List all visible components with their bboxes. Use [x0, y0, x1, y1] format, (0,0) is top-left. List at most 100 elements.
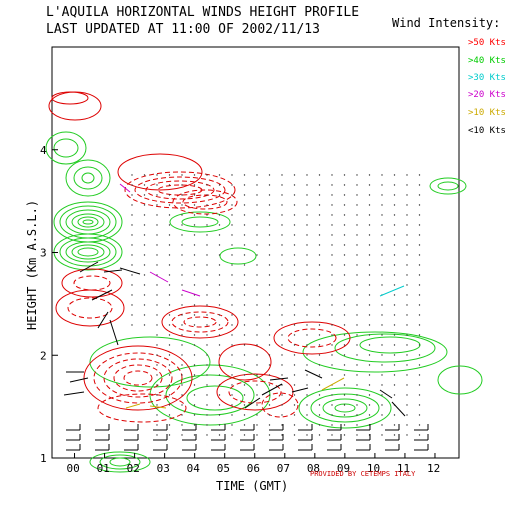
grid-dot	[193, 354, 196, 356]
grid-dot	[418, 344, 421, 346]
grid-dot	[231, 204, 233, 206]
grid-dot	[256, 194, 258, 196]
grid-dot	[331, 404, 333, 406]
grid-dot	[268, 224, 271, 226]
grid-dot	[418, 274, 421, 276]
grid-dot	[393, 274, 396, 276]
grid-dot	[381, 314, 383, 316]
grid-dot	[206, 234, 208, 236]
grid-dot	[306, 174, 308, 176]
grid-dot	[256, 364, 258, 366]
grid-dot	[293, 204, 296, 206]
grid-dot	[268, 214, 271, 216]
grid-dot	[381, 194, 383, 196]
grid-dot	[143, 174, 146, 176]
grid-dot	[406, 404, 408, 406]
grid-dot	[343, 174, 346, 176]
grid-dot	[393, 304, 396, 306]
grid-dot	[306, 354, 308, 356]
wind-barb	[391, 401, 406, 417]
legend: Wind Intensity: >50 Kts >40 Kts >30 Kts …	[392, 16, 506, 136]
grid-dot	[193, 274, 196, 276]
grid-dot	[218, 324, 221, 326]
grid-dot	[343, 394, 346, 396]
grid-dot	[206, 424, 208, 426]
grid-dot	[318, 174, 321, 176]
grid-dot	[156, 184, 158, 186]
grid-dot	[218, 344, 221, 346]
grid-dot	[193, 434, 196, 436]
grid-dot	[406, 254, 408, 256]
grid-dot	[218, 354, 221, 356]
grid-dot	[306, 434, 308, 436]
grid-dot	[218, 394, 221, 396]
grid-dot	[393, 244, 396, 246]
grid-dot	[256, 174, 258, 176]
grid-dot	[293, 274, 296, 276]
grid-dot	[168, 394, 171, 396]
grid-dot	[293, 414, 296, 416]
grid-dot	[281, 184, 283, 186]
grid-dot	[393, 194, 396, 196]
grid-dot	[381, 234, 383, 236]
grid-dot	[231, 404, 233, 406]
grid-dot	[368, 234, 371, 236]
grid-dot	[293, 304, 296, 306]
grid-dot	[243, 334, 246, 336]
grid-dot	[168, 424, 171, 426]
grid-dot	[131, 234, 133, 236]
grid-dot	[318, 194, 321, 196]
grid-dot	[406, 384, 408, 386]
wind-barb	[269, 377, 289, 381]
grid-dot	[268, 254, 271, 256]
grid-dot	[143, 214, 146, 216]
grid-dot	[206, 194, 208, 196]
grid-dot	[356, 214, 358, 216]
grid-dot	[143, 234, 146, 236]
grid-dot	[331, 244, 333, 246]
grid-dot	[231, 414, 233, 416]
grid-dot	[181, 354, 183, 356]
grid-dot	[356, 344, 358, 346]
grid-dot	[318, 404, 321, 406]
grid-dot	[243, 394, 246, 396]
grid-dot	[306, 184, 308, 186]
grid-dot	[381, 334, 383, 336]
grid-dot	[218, 374, 221, 376]
grid-dot	[418, 224, 421, 226]
grid-dot	[256, 354, 258, 356]
grid-dot	[143, 244, 146, 246]
grid-dot	[331, 184, 333, 186]
grid-dot	[281, 374, 283, 376]
grid-dot	[381, 414, 383, 416]
grid-dot	[368, 254, 371, 256]
grid-dot	[218, 254, 221, 256]
grid-dot	[168, 184, 171, 186]
grid-dot	[231, 244, 233, 246]
grid-dot	[418, 404, 421, 406]
grid-dot	[256, 344, 258, 346]
grid-dot	[393, 284, 396, 286]
grid-dot	[293, 184, 296, 186]
grid-dot	[281, 414, 283, 416]
grid-dot	[393, 424, 396, 426]
grid-dot	[231, 334, 233, 336]
grid-dot	[356, 254, 358, 256]
grid-dot	[318, 304, 321, 306]
x-tick-label: 05	[217, 462, 230, 475]
grid-dot	[143, 294, 146, 296]
grid-dot	[393, 174, 396, 176]
grid-dot	[306, 414, 308, 416]
grid-dot	[181, 294, 183, 296]
grid-dot	[418, 204, 421, 206]
wind-barb	[79, 261, 99, 273]
grid-dot	[281, 194, 283, 196]
grid-dot	[393, 234, 396, 236]
grid-dot	[381, 324, 383, 326]
grid-dot	[193, 374, 196, 376]
wind-barbs	[63, 183, 429, 451]
grid-dot	[143, 184, 146, 186]
grid-dot	[281, 334, 283, 336]
grid-dot	[356, 424, 358, 426]
